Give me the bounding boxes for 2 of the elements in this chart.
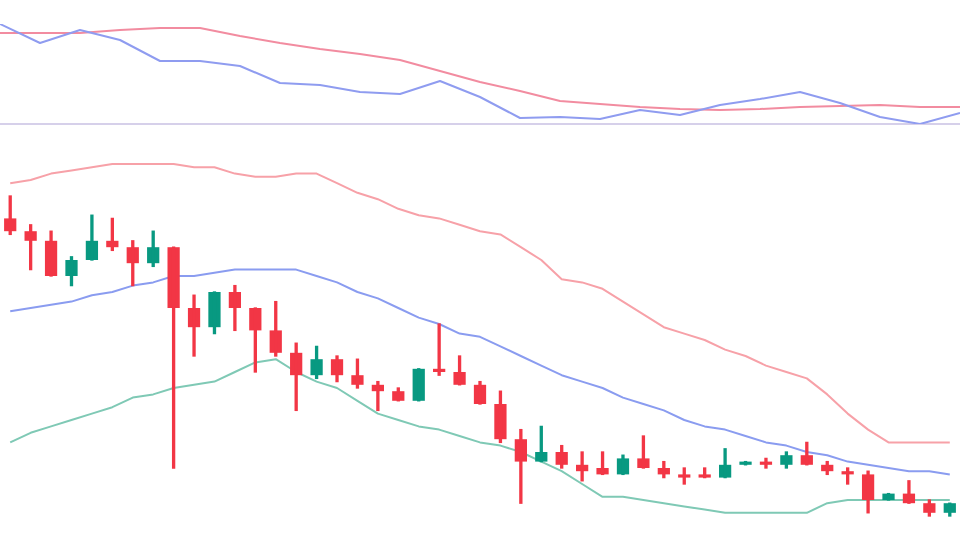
candlestick: [678, 467, 691, 485]
candlestick: [698, 467, 711, 479]
